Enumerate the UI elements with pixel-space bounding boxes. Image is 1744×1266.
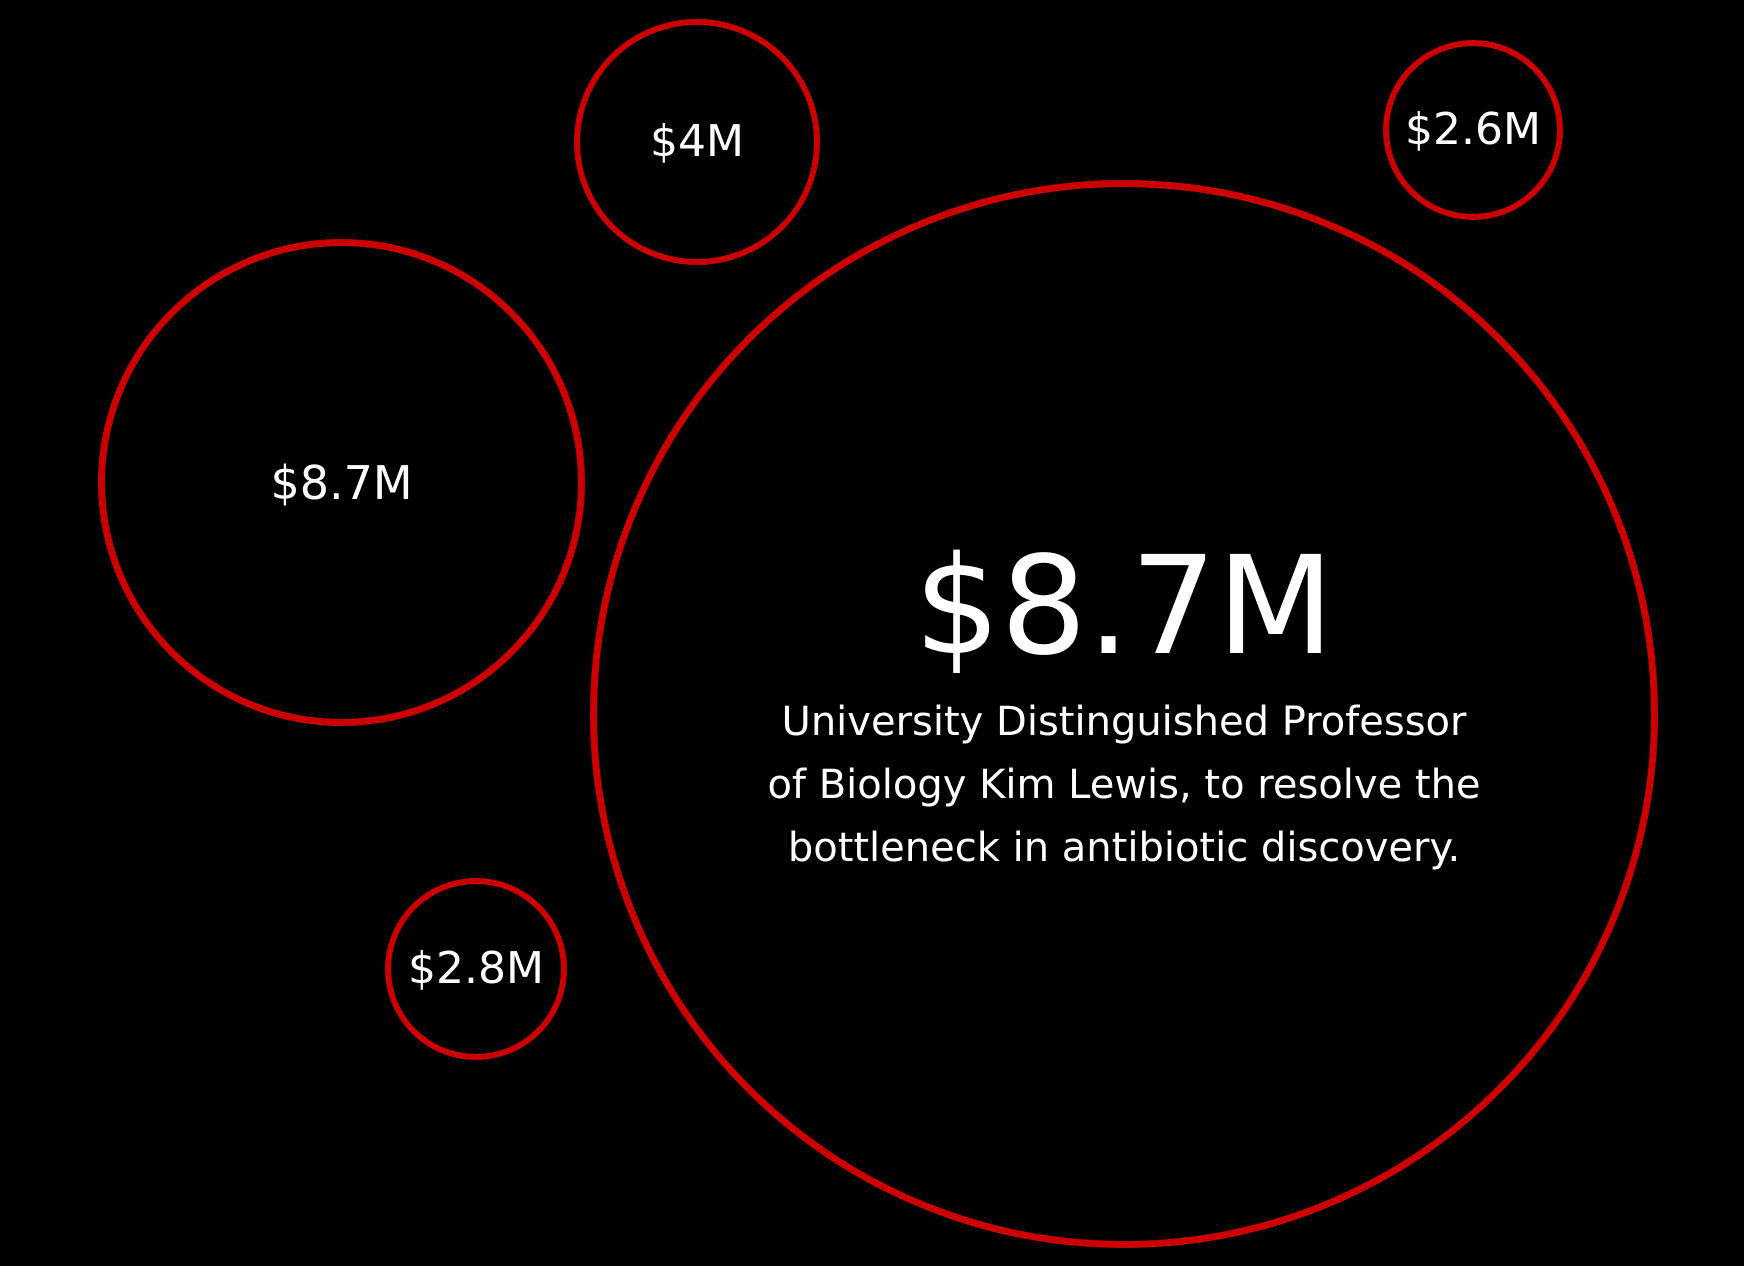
bubble-amount-label: $2.8M [408,943,544,994]
funding-bubble-2-6m[interactable]: $2.6M [1383,40,1563,220]
featured-caption-line: bottleneck in antibiotic discovery. [787,824,1461,871]
funding-bubble-2-8m[interactable]: $2.8M [385,878,567,1060]
bubble-amount-label: $4M [650,116,744,167]
funding-bubble-8-7m-left[interactable]: $8.7M [98,239,585,726]
featured-caption-line: of Biology Kim Lewis, to resolve the [767,761,1481,808]
funding-bubble-4m[interactable]: $4M [574,19,820,265]
featured-caption: University Distinguished Professor of Bi… [729,691,1519,880]
featured-caption-line: University Distinguished Professor [781,698,1467,745]
featured-amount: $8.7M [913,527,1335,686]
bubble-amount-label: $8.7M [270,455,413,510]
bubble-amount-label: $2.6M [1405,104,1541,155]
featured-funding-bubble[interactable]: $8.7M University Distinguished Professor… [590,180,1658,1248]
